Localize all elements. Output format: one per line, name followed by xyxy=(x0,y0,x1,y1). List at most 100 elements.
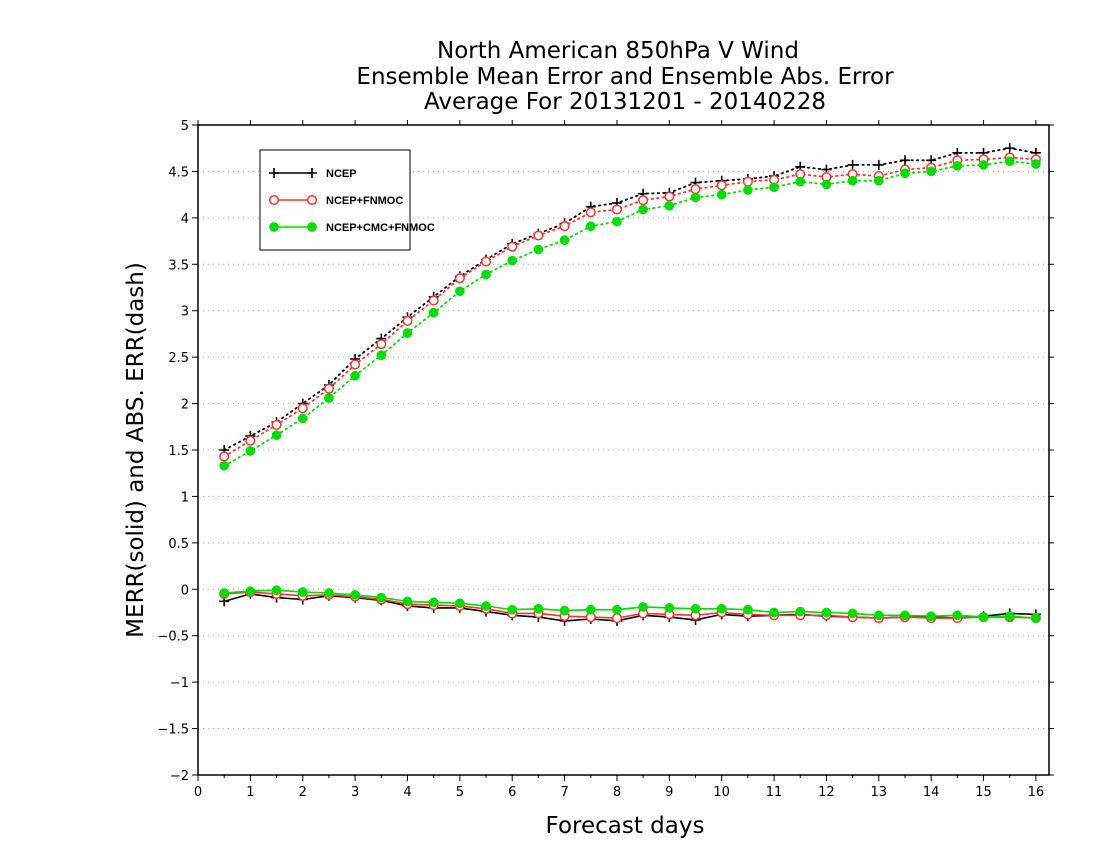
data-point-plus xyxy=(873,159,884,170)
abs-error-line xyxy=(223,160,1037,467)
mean-error-line xyxy=(224,591,1036,619)
data-point-filled-circle xyxy=(454,598,465,609)
data-point-filled-circle xyxy=(350,370,360,381)
x-tick-label: 7 xyxy=(560,785,568,800)
data-point-filled-circle xyxy=(743,185,753,195)
data-point-open-circle xyxy=(585,207,596,218)
data-point-open-circle xyxy=(268,194,280,206)
data-point-filled-circle xyxy=(716,603,727,614)
legend-label: NCEP+FNMOC xyxy=(326,195,403,207)
data-point-filled-circle xyxy=(795,176,806,187)
data-point-filled-circle xyxy=(324,393,334,403)
y-tick-label: 5 xyxy=(181,119,189,134)
y-tick-label: 4 xyxy=(181,212,189,227)
data-point-plus xyxy=(899,155,910,166)
data-point-filled-circle xyxy=(612,604,622,615)
x-tick-label: 6 xyxy=(508,785,516,800)
y-tick-label: 2.5 xyxy=(168,351,189,366)
x-tick-label: 11 xyxy=(766,785,783,800)
data-point-filled-circle xyxy=(481,601,491,611)
x-tick-labels: 0 1 2 3 4 5 6 7 8 9 10 11 12 13 14 15 16 xyxy=(194,785,1044,800)
data-point-filled-circle xyxy=(402,596,413,607)
data-point-plus xyxy=(269,168,279,178)
data-point-filled-circle xyxy=(1031,159,1041,169)
data-point-filled-circle xyxy=(873,610,884,621)
data-point-open-circle xyxy=(306,194,318,206)
data-point-filled-circle xyxy=(271,430,282,440)
x-tick-label: 8 xyxy=(613,785,621,800)
legend-item: NCEP+CMC+FNMOC xyxy=(269,222,435,234)
x-tick-label: 13 xyxy=(871,785,888,800)
data-point-filled-circle xyxy=(481,269,491,280)
legend: NCEP NCEP+FNMOC NCEP+CMC+FNMOC xyxy=(259,149,435,251)
data-point-plus xyxy=(1004,143,1015,154)
y-tick-label: 1.5 xyxy=(168,444,189,459)
data-point-filled-circle xyxy=(269,222,279,232)
data-point-filled-circle xyxy=(612,216,622,227)
data-point-open-circle xyxy=(611,204,623,215)
chart-title: North American 850hPa V Wind Ensemble Me… xyxy=(356,38,894,115)
data-point-filled-circle xyxy=(350,590,360,600)
y-tick-label: 3 xyxy=(181,305,189,320)
data-point-filled-circle xyxy=(428,597,439,608)
series-ncep-cmc-fnmoc xyxy=(219,156,1041,623)
data-point-filled-circle xyxy=(402,328,413,338)
data-point-open-circle xyxy=(219,451,230,462)
data-point-filled-circle xyxy=(900,610,910,621)
data-point-filled-circle xyxy=(1004,156,1015,167)
chart-title-line-1: North American 850hPa V Wind xyxy=(437,38,799,64)
y-tick-label: −1 xyxy=(170,676,189,691)
data-point-filled-circle xyxy=(952,610,963,621)
data-point-filled-circle xyxy=(743,604,753,615)
data-point-filled-circle xyxy=(638,602,648,612)
data-point-filled-circle xyxy=(978,160,989,170)
legend-label: NCEP xyxy=(326,168,357,180)
y-tick-label: −0.5 xyxy=(157,630,189,645)
data-point-filled-circle xyxy=(324,588,334,598)
x-tick-label: 16 xyxy=(1028,785,1045,800)
data-point-filled-circle xyxy=(795,606,806,617)
mean-error-line xyxy=(224,589,1036,619)
data-point-open-circle xyxy=(664,191,675,202)
data-point-filled-circle xyxy=(952,161,963,171)
data-point-open-circle xyxy=(323,383,334,394)
data-point-open-circle xyxy=(376,339,387,350)
data-point-filled-circle xyxy=(1031,613,1041,623)
data-point-filled-circle xyxy=(507,255,518,266)
data-point-filled-circle xyxy=(559,605,570,616)
data-point-filled-circle xyxy=(847,175,858,186)
data-point-filled-circle xyxy=(900,168,910,179)
data-point-filled-circle xyxy=(307,222,317,232)
x-tick-label: 14 xyxy=(923,785,940,800)
data-point-filled-circle xyxy=(664,200,675,211)
data-point-open-circle xyxy=(271,419,282,430)
data-point-plus xyxy=(847,159,858,170)
data-point-plus xyxy=(307,168,317,178)
data-point-filled-circle xyxy=(873,175,884,186)
data-point-filled-circle xyxy=(978,612,989,622)
data-point-filled-circle xyxy=(585,221,596,232)
y-tick-label: 0.5 xyxy=(168,537,189,552)
chart-title-line-3: Average For 20131201 - 20140228 xyxy=(424,89,826,115)
y-axis-title: MERR(solid) and ABS. ERR(dash) xyxy=(123,262,149,638)
data-point-filled-circle xyxy=(664,603,675,613)
x-tick-label: 12 xyxy=(818,785,835,800)
data-point-filled-circle xyxy=(585,604,596,615)
data-point-filled-circle xyxy=(638,204,648,215)
y-tick-label: 2 xyxy=(181,398,189,413)
data-point-filled-circle xyxy=(297,587,308,597)
y-tick-label: 4.5 xyxy=(168,165,189,180)
axes xyxy=(192,120,1054,781)
x-tick-label: 4 xyxy=(403,785,411,800)
data-point-filled-circle xyxy=(533,603,544,614)
y-tick-label: 3.5 xyxy=(168,258,189,273)
data-point-filled-circle xyxy=(769,607,779,618)
data-point-filled-circle xyxy=(690,603,701,614)
data-point-open-circle xyxy=(559,221,570,232)
x-tick-label: 2 xyxy=(299,785,307,800)
data-point-open-circle xyxy=(402,315,413,326)
data-point-filled-circle xyxy=(507,604,518,615)
data-point-open-circle xyxy=(638,195,649,206)
data-point-filled-circle xyxy=(769,182,779,193)
y-tick-label: 0 xyxy=(181,583,189,598)
